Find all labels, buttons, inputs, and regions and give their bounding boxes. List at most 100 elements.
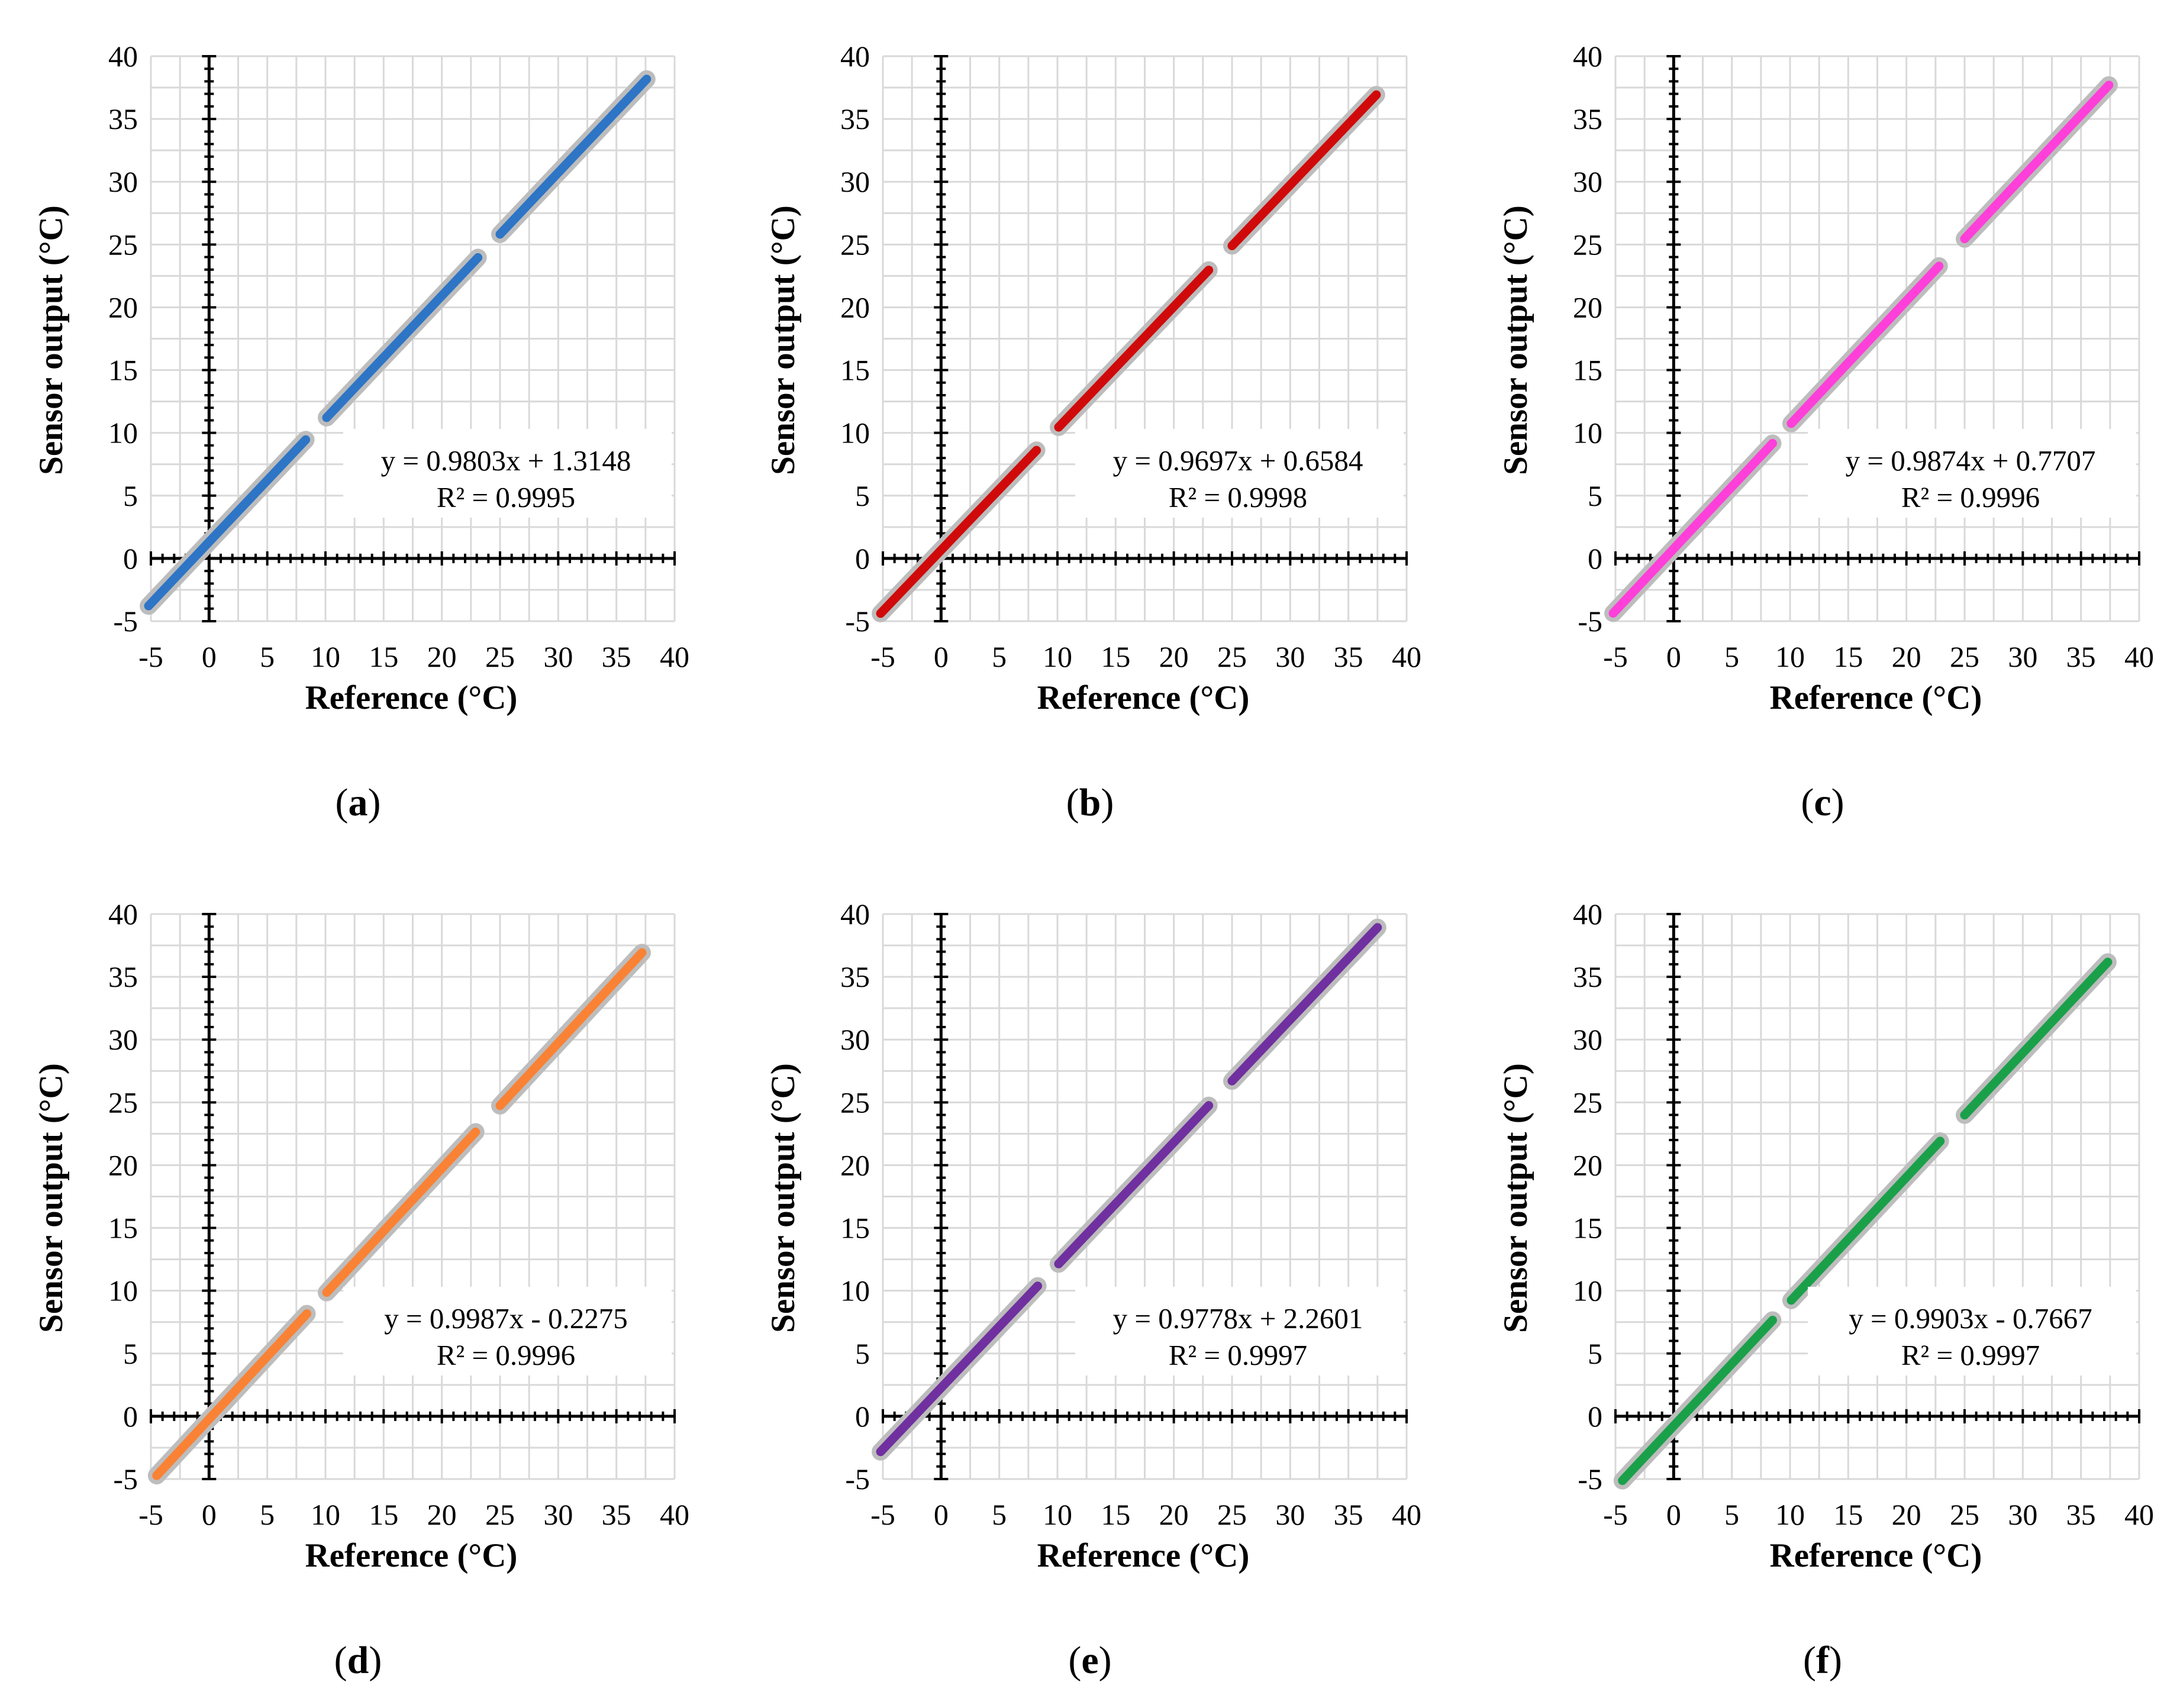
x-tick-label: -5 [138,640,163,673]
x-tick-label: 20 [427,640,457,673]
trendline-r-squared: R² = 0.9996 [437,1339,575,1371]
y-tick-label: 15 [1573,354,1602,387]
data-segment-3 [495,948,647,1110]
x-tick-label: 10 [1043,1498,1072,1531]
x-tick-label: 5 [1724,640,1739,673]
y-tick-label: 35 [1573,960,1602,993]
trendline-equation: y = 0.9874x + 0.7707 [1846,444,2096,477]
x-tick-label: 5 [260,640,275,673]
y-tick-label: 35 [1573,102,1602,135]
y-tick-label: 0 [1588,542,1602,575]
x-tick-label: 35 [602,640,631,673]
panel-caption: (d) [334,1639,382,1682]
y-tick-label: 15 [108,1212,138,1245]
x-tick-label: 5 [992,640,1007,673]
x-tick-label: 15 [369,640,398,673]
x-tick-label: 5 [992,1498,1007,1531]
caption-letter: c [1814,781,1831,824]
equation-box [343,1287,672,1376]
x-tick-label: 10 [1043,640,1072,673]
data-segment-2 [1054,1101,1214,1268]
y-tick-label: 5 [855,1337,870,1370]
data-segment-3 [1960,957,2113,1120]
y-tick-label: 0 [1588,1400,1602,1433]
x-tick-label: 40 [660,1498,689,1531]
trendline-equation: y = 0.9803x + 1.3148 [381,444,631,477]
chart-panel-e: -5 0 5 10 15 20 25 30 35 40 -5 0 5 10 15 20 25 30 35 40 Refe… [765,897,1421,1682]
y-tick-label: -5 [845,605,870,638]
y-tick-label: 25 [108,1086,138,1119]
y-axis-title: Sensor output (°C) [765,1063,802,1333]
x-tick-label: 40 [1392,640,1421,673]
y-tick-label: 5 [123,1337,138,1370]
x-tick-label: 10 [311,1498,340,1531]
y-tick-label: 30 [840,165,870,198]
y-tick-label: 30 [1573,1023,1602,1056]
x-tick-label: 25 [1950,640,1979,673]
x-axis-title: Reference (°C) [1037,679,1250,716]
chart-panel-f: -5 0 5 10 15 20 25 30 35 40 -5 0 5 10 15 20 25 30 35 40 Refe… [1497,897,2154,1682]
y-tick-label: 40 [840,40,870,73]
x-tick-label: 40 [660,640,689,673]
caption-close-paren: ) [1831,781,1844,824]
chart-panel-a: -5 0 5 10 15 20 25 30 35 40 -5 0 5 10 15 20 25 30 35 40 Refe… [33,40,689,824]
x-tick-label: 20 [1159,640,1189,673]
y-tick-label: 5 [855,479,870,512]
caption-open-paren: ( [1801,781,1814,824]
y-tick-label: 30 [108,1023,138,1056]
x-tick-label: 25 [485,1498,515,1531]
x-tick-label: 40 [2124,1498,2154,1531]
x-tick-label: 0 [202,640,217,673]
y-tick-label: 10 [840,416,870,450]
y-tick-label: 25 [1573,228,1602,261]
data-segment-2 [1786,261,1944,428]
y-tick-label: 25 [840,228,870,261]
data-segment-3 [1227,923,1382,1086]
trendline-equation: y = 0.9697x + 0.6584 [1113,444,1363,477]
chart-panel-c: -5 0 5 10 15 20 25 30 35 40 -5 0 5 10 15 20 25 30 35 40 Refe… [1497,40,2154,824]
caption-close-paren: ) [1829,1639,1842,1682]
y-tick-label: 5 [1588,1337,1602,1370]
x-axis-title: Reference (°C) [305,679,518,716]
x-tick-label: -5 [870,1498,895,1531]
y-tick-label: 20 [840,1148,870,1181]
data-segment-1 [876,445,1041,618]
y-tick-label: 0 [123,542,138,575]
x-axis-title: Reference (°C) [1770,1537,1982,1574]
data-segment-1 [876,1281,1043,1457]
y-tick-label: 20 [108,1148,138,1181]
x-tick-label: 35 [2066,1498,2096,1531]
panel-caption: (f) [1803,1639,1842,1682]
x-tick-label: 40 [2124,640,2154,673]
y-tick-label: -5 [113,605,138,638]
x-tick-label: 15 [369,1498,398,1531]
y-tick-label: 5 [1588,479,1602,512]
x-tick-label: 25 [1950,1498,1979,1531]
x-tick-label: 35 [1334,640,1363,673]
caption-close-paren: ) [1099,1639,1112,1682]
x-tick-label: 35 [2066,640,2096,673]
caption-open-paren: ( [334,1639,347,1682]
x-tick-label: 10 [1775,640,1805,673]
data-segment-3 [1227,90,1381,250]
data-segment-1 [1608,438,1777,618]
y-tick-label: 0 [855,1400,870,1433]
caption-letter: a [349,781,368,824]
y-axis-title: Sensor output (°C) [765,205,802,475]
data-segment-2 [1054,266,1214,432]
x-tick-label: 30 [1275,640,1305,673]
y-tick-label: 40 [108,897,138,931]
x-tick-label: 20 [1892,640,1921,673]
caption-letter: d [347,1639,369,1682]
equation-box [1075,429,1404,518]
y-tick-label: 40 [1573,897,1602,931]
y-tick-label: 25 [108,228,138,261]
caption-letter: b [1079,781,1101,824]
x-tick-label: 30 [543,1498,573,1531]
y-tick-label: -5 [1578,1462,1602,1496]
y-axis-title: Sensor output (°C) [33,1063,70,1333]
y-tick-label: 20 [1573,1148,1602,1181]
y-tick-label: 20 [1573,290,1602,324]
data-segment-2 [1786,1136,1945,1305]
